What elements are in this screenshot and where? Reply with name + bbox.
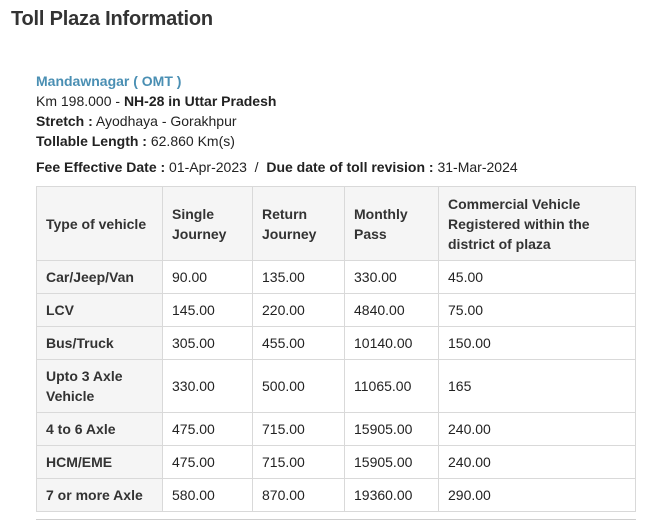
single-journey-cell: 305.00: [162, 326, 253, 360]
monthly-pass-cell: 11065.00: [344, 359, 439, 413]
tollable-length-label: Tollable Length :: [36, 133, 147, 149]
monthly-pass-cell: 15905.00: [344, 445, 439, 479]
return-journey-cell: 135.00: [252, 260, 345, 294]
toll-fee-table: Type of vehicle Single Journey Return Jo…: [36, 186, 636, 512]
section-divider: [36, 519, 636, 520]
fee-separator: /: [246, 159, 267, 175]
tollable-length-value: 62.860 Km(s): [146, 133, 235, 149]
return-journey-cell: 715.00: [252, 412, 345, 446]
toll-revision-value: 31-Mar-2024: [433, 159, 518, 175]
commercial-vehicle-cell: 45.00: [438, 260, 636, 294]
header-single-journey: Single Journey: [162, 186, 253, 261]
fee-effective-label: Fee Effective Date :: [36, 159, 166, 175]
return-journey-cell: 715.00: [252, 445, 345, 479]
toll-revision-label: Due date of toll revision :: [266, 159, 434, 175]
vehicle-type-cell: 7 or more Axle: [36, 478, 163, 512]
commercial-vehicle-cell: 150.00: [438, 326, 636, 360]
return-journey-cell: 500.00: [252, 359, 345, 413]
monthly-pass-cell: 330.00: [344, 260, 439, 294]
monthly-pass-cell: 4840.00: [344, 293, 439, 327]
stretch-label: Stretch :: [36, 113, 93, 129]
header-vehicle-type: Type of vehicle: [36, 186, 163, 261]
commercial-vehicle-cell: 290.00: [438, 478, 636, 512]
table-row: 4 to 6 Axle 475.00 715.00 15905.00 240.0…: [36, 412, 636, 446]
page-title: Toll Plaza Information: [11, 8, 213, 30]
km-marker: Km 198.000 -: [36, 93, 124, 109]
commercial-vehicle-cell: 240.00: [438, 412, 636, 446]
vehicle-type-cell: HCM/EME: [36, 445, 163, 479]
header-commercial-vehicle: Commercial Vehicle Registered within the…: [438, 186, 636, 261]
vehicle-type-cell: LCV: [36, 293, 163, 327]
tollable-length-line: Tollable Length : 62.860 Km(s): [36, 131, 276, 151]
vehicle-type-cell: Bus/Truck: [36, 326, 163, 360]
single-journey-cell: 90.00: [162, 260, 253, 294]
plaza-location: Km 198.000 - NH-28 in Uttar Pradesh: [36, 91, 276, 111]
table-row: Upto 3 Axle Vehicle 330.00 500.00 11065.…: [36, 359, 636, 413]
monthly-pass-cell: 15905.00: [344, 412, 439, 446]
vehicle-type-cell: Car/Jeep/Van: [36, 260, 163, 294]
table-row: Car/Jeep/Van 90.00 135.00 330.00 45.00: [36, 260, 636, 294]
single-journey-cell: 145.00: [162, 293, 253, 327]
table-header-row: Type of vehicle Single Journey Return Jo…: [36, 186, 636, 261]
commercial-vehicle-cell: 240.00: [438, 445, 636, 479]
single-journey-cell: 580.00: [162, 478, 253, 512]
return-journey-cell: 870.00: [252, 478, 345, 512]
single-journey-cell: 475.00: [162, 445, 253, 479]
return-journey-cell: 455.00: [252, 326, 345, 360]
stretch-value: Ayodhaya - Gorakhpur: [92, 113, 237, 129]
single-journey-cell: 475.00: [162, 412, 253, 446]
commercial-vehicle-cell: 75.00: [438, 293, 636, 327]
monthly-pass-cell: 10140.00: [344, 326, 439, 360]
header-monthly-pass: Monthly Pass: [344, 186, 439, 261]
monthly-pass-cell: 19360.00: [344, 478, 439, 512]
fee-dates: Fee Effective Date : 01-Apr-2023 / Due d…: [36, 159, 518, 175]
plaza-info: Mandawnagar ( OMT ) Km 198.000 - NH-28 i…: [36, 71, 276, 151]
table-row: Bus/Truck 305.00 455.00 10140.00 150.00: [36, 326, 636, 360]
table-row: LCV 145.00 220.00 4840.00 75.00: [36, 293, 636, 327]
vehicle-type-cell: 4 to 6 Axle: [36, 412, 163, 446]
vehicle-type-cell: Upto 3 Axle Vehicle: [36, 359, 163, 413]
table-row: HCM/EME 475.00 715.00 15905.00 240.00: [36, 445, 636, 479]
single-journey-cell: 330.00: [162, 359, 253, 413]
header-return-journey: Return Journey: [252, 186, 345, 261]
plaza-name-link[interactable]: Mandawnagar ( OMT ): [36, 73, 182, 89]
table-row: 7 or more Axle 580.00 870.00 19360.00 29…: [36, 478, 636, 512]
return-journey-cell: 220.00: [252, 293, 345, 327]
commercial-vehicle-cell: 165: [438, 359, 636, 413]
stretch-line: Stretch : Ayodhaya - Gorakhpur: [36, 111, 276, 131]
highway-name: NH-28 in Uttar Pradesh: [123, 93, 277, 109]
fee-effective-value: 01-Apr-2023: [165, 159, 247, 175]
